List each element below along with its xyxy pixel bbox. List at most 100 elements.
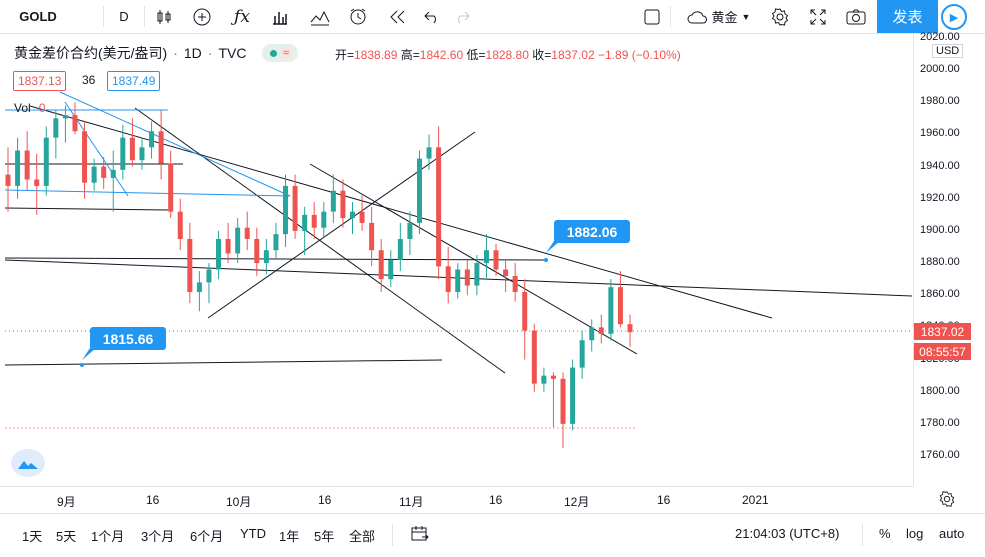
- price-callout-lower[interactable]: 1815.66: [90, 327, 166, 350]
- low-value: 1828.80: [485, 48, 529, 62]
- undo-icon[interactable]: [420, 0, 444, 33]
- symbol-search-button[interactable]: GOLD: [19, 9, 57, 24]
- price-chart[interactable]: [0, 34, 913, 486]
- top-toolbar: GOLD D ƒx 黄金 ▼ 发表 ▶: [0, 0, 985, 34]
- spread-value: 36: [82, 73, 96, 87]
- bar-chart-icon[interactable]: [266, 0, 294, 33]
- candle-body: [397, 238, 403, 260]
- candle-body: [139, 147, 145, 161]
- candle-body: [474, 263, 480, 286]
- time-label: 2021: [742, 493, 769, 507]
- candle-body: [15, 150, 21, 186]
- candle-body: [216, 238, 222, 270]
- candle-body: [34, 179, 40, 186]
- goto-date-icon[interactable]: [410, 525, 430, 548]
- candle-body: [340, 190, 346, 219]
- candle-body: [168, 163, 174, 212]
- candle-body: [302, 214, 308, 231]
- toolbar-divider: [862, 524, 863, 546]
- candle-body: [82, 131, 88, 183]
- clock-timezone[interactable]: 21:04:03 (UTC+8): [735, 526, 840, 541]
- indicators-icon[interactable]: ƒx: [234, 6, 250, 27]
- current-price-tag: 1837.02: [914, 323, 971, 340]
- legend-title[interactable]: 黄金差价合约(美元/盎司): [14, 45, 168, 61]
- candle-body: [589, 327, 595, 341]
- trend-line: [4, 257, 546, 261]
- compare-button[interactable]: 黄金 ▼: [676, 0, 760, 33]
- high-label: 高=: [400, 48, 420, 62]
- open-value: 1838.89: [354, 48, 398, 62]
- range-1d-button[interactable]: 1天: [22, 529, 43, 544]
- legend-source: TVC: [218, 45, 247, 61]
- legend-dot: ·: [173, 45, 178, 61]
- legend-interval: 1D: [183, 45, 202, 61]
- time-label: 16: [657, 493, 671, 507]
- alert-icon[interactable]: [344, 0, 372, 33]
- range-5y-button[interactable]: 5年: [314, 529, 335, 544]
- range-6m-button[interactable]: 6个月: [190, 529, 224, 544]
- log-toggle[interactable]: log: [906, 526, 924, 541]
- price-axis-label: 1760.00: [920, 449, 960, 461]
- candle-body: [388, 259, 394, 280]
- time-axis[interactable]: 9月 16 10月 16 11月 16 12月 16 2021: [0, 486, 913, 514]
- ask-badge[interactable]: 1837.49: [107, 71, 161, 91]
- time-label: 10月: [226, 495, 252, 509]
- bid-badge[interactable]: 1837.13: [13, 71, 67, 91]
- time-label: 12月: [564, 495, 590, 509]
- redo-icon[interactable]: [450, 0, 474, 33]
- interval-button[interactable]: D: [119, 9, 129, 24]
- price-axis-label: 2000.00: [920, 63, 960, 76]
- callout-pointer: [546, 241, 560, 253]
- time-label: 11月: [399, 495, 424, 509]
- market-status-icon[interactable]: ≈: [262, 44, 299, 62]
- candle-body: [101, 166, 107, 178]
- range-ytd-button[interactable]: YTD: [240, 526, 266, 541]
- candle-body: [120, 137, 126, 170]
- range-3m-button[interactable]: 3个月: [141, 529, 175, 544]
- toolbar-divider: [103, 6, 104, 27]
- range-5d-button[interactable]: 5天: [56, 529, 77, 544]
- add-indicator-icon[interactable]: [188, 0, 216, 33]
- candle-body: [407, 222, 413, 239]
- auto-toggle[interactable]: auto: [939, 526, 965, 541]
- fib-line: [59, 91, 291, 197]
- candle-body: [483, 250, 489, 264]
- tradingview-logo-icon[interactable]: [11, 449, 45, 477]
- layout-square-icon[interactable]: [638, 0, 666, 33]
- fullscreen-icon[interactable]: [804, 0, 832, 33]
- range-1m-button[interactable]: 1个月: [91, 529, 125, 544]
- price-callout-upper[interactable]: 1882.06: [554, 220, 630, 243]
- range-1y-button[interactable]: 1年: [279, 529, 300, 544]
- candle-body: [378, 250, 384, 280]
- candle-body: [321, 211, 327, 228]
- candle-body: [43, 137, 49, 186]
- currency-label[interactable]: USD: [932, 44, 964, 58]
- play-icon[interactable]: ▶: [941, 4, 967, 30]
- volume-label: Vol: [14, 101, 31, 115]
- candle-body: [416, 158, 422, 223]
- publish-button[interactable]: 发表: [877, 0, 938, 33]
- percent-toggle[interactable]: %: [879, 526, 891, 541]
- gear-icon[interactable]: [766, 0, 794, 33]
- price-axis[interactable]: 2020.00 2000.00 1980.00 1960.00 1940.00 1920.…: [913, 31, 985, 486]
- trend-line: [309, 163, 638, 355]
- candle-body: [464, 269, 470, 286]
- candle-body: [53, 118, 59, 138]
- axis-settings-icon[interactable]: [938, 490, 958, 510]
- candle-body: [273, 234, 279, 251]
- legend-dot: ·: [207, 45, 213, 61]
- candle-body: [541, 375, 547, 384]
- candle-body: [196, 282, 202, 293]
- chart-pane[interactable]: 黄金差价合约(美元/盎司) · 1D · TVC ≈ 开=1838.89 高=1…: [0, 34, 913, 486]
- trend-line: [4, 207, 169, 211]
- camera-icon[interactable]: [842, 0, 870, 33]
- candle-body: [235, 227, 241, 254]
- candle-body: [292, 185, 298, 231]
- price-axis-label: 1980.00: [920, 95, 960, 108]
- candle-body: [254, 238, 260, 264]
- candle-body: [436, 147, 442, 267]
- range-all-button[interactable]: 全部: [349, 529, 376, 544]
- replay-icon[interactable]: [384, 0, 412, 33]
- candles-icon[interactable]: [150, 0, 178, 33]
- templates-icon[interactable]: [306, 0, 334, 33]
